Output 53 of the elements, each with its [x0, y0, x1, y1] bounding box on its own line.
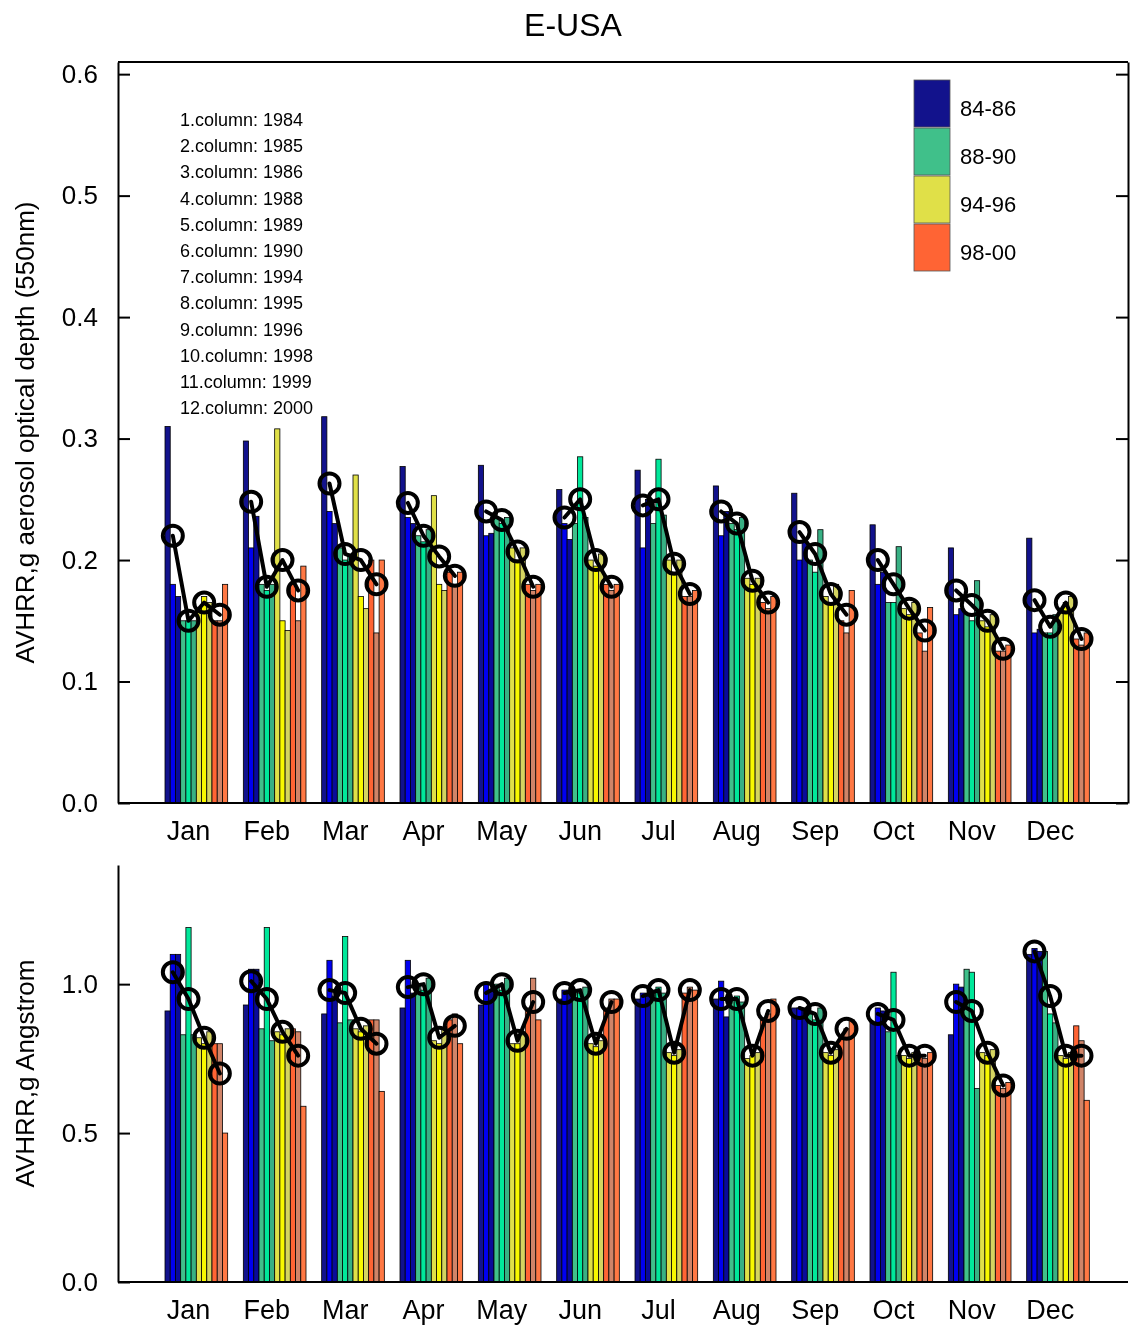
- x-tick-label: May: [476, 816, 528, 847]
- annotation: 3.column: 1986: [180, 162, 304, 183]
- y-axis-title: AVHRR,g aerosol optical depth (550nm): [10, 201, 40, 664]
- legend-label: 88-90: [960, 144, 1017, 169]
- y-tick-label: 0.0: [61, 787, 98, 818]
- y-tick-label: 0.5: [61, 1117, 98, 1148]
- y-tick-label: 0.4: [61, 301, 98, 332]
- x-tick-label: Jul: [641, 816, 676, 847]
- x-tick-label: Sep: [791, 1295, 840, 1326]
- annotation: 4.column: 1988: [180, 188, 304, 209]
- y-tick-label: 0.6: [61, 58, 98, 89]
- x-tick-label: Apr: [402, 1295, 445, 1326]
- x-tick-label: Nov: [947, 1295, 997, 1326]
- x-tick-label: Apr: [402, 816, 445, 847]
- annotation: 2.column: 1985: [180, 136, 304, 157]
- y-tick-label: 0.2: [61, 544, 98, 575]
- x-tick-label: Jul: [641, 1295, 676, 1326]
- x-tick-label: Aug: [712, 816, 761, 847]
- x-tick-label: Dec: [1026, 816, 1075, 847]
- annotation: 9.column: 1996: [180, 319, 304, 340]
- annotation: 12.column: 2000: [180, 398, 314, 419]
- annotation: 1.column: 1984: [180, 110, 304, 130]
- x-tick-label: Feb: [243, 1295, 291, 1326]
- x-tick-label: Dec: [1026, 1295, 1075, 1326]
- x-tick-label: Sep: [791, 816, 840, 847]
- chart-title: E-USA: [524, 7, 623, 43]
- y-axis-title: AVHRR,g Angstrom: [10, 959, 40, 1188]
- annotation: 10.column: 1998: [180, 345, 314, 366]
- annotation: 5.column: 1989: [180, 214, 304, 235]
- y-tick-label: 0.3: [61, 423, 98, 454]
- legend-label: 94-96: [960, 192, 1017, 217]
- annotation: 11.column: 1999: [180, 372, 312, 392]
- x-tick-label: Aug: [712, 1295, 761, 1326]
- x-tick-label: Oct: [872, 1295, 915, 1326]
- x-tick-label: Nov: [947, 816, 997, 847]
- annotation: 6.column: 1990: [180, 241, 304, 261]
- x-tick-label: Mar: [321, 1295, 369, 1326]
- x-tick-label: Feb: [243, 816, 291, 847]
- legend-label: 98-00: [960, 240, 1017, 265]
- legend-label: 84-86: [960, 96, 1017, 121]
- annotation: 8.column: 1995: [180, 293, 304, 314]
- x-tick-label: Oct: [872, 816, 915, 847]
- x-tick-label: Mar: [321, 816, 369, 847]
- y-tick-label: 0.1: [61, 666, 98, 697]
- x-tick-label: Jun: [558, 1295, 602, 1326]
- x-tick-label: Jan: [166, 1295, 211, 1326]
- y-tick-label: 0.0: [61, 1266, 98, 1297]
- annotation: 7.column: 1994: [180, 267, 304, 288]
- x-tick-label: May: [476, 1295, 528, 1326]
- y-tick-label: 0.5: [61, 180, 98, 211]
- x-tick-label: Jan: [166, 816, 211, 847]
- x-tick-label: Jun: [558, 816, 602, 847]
- y-tick-label: 1.0: [61, 968, 98, 999]
